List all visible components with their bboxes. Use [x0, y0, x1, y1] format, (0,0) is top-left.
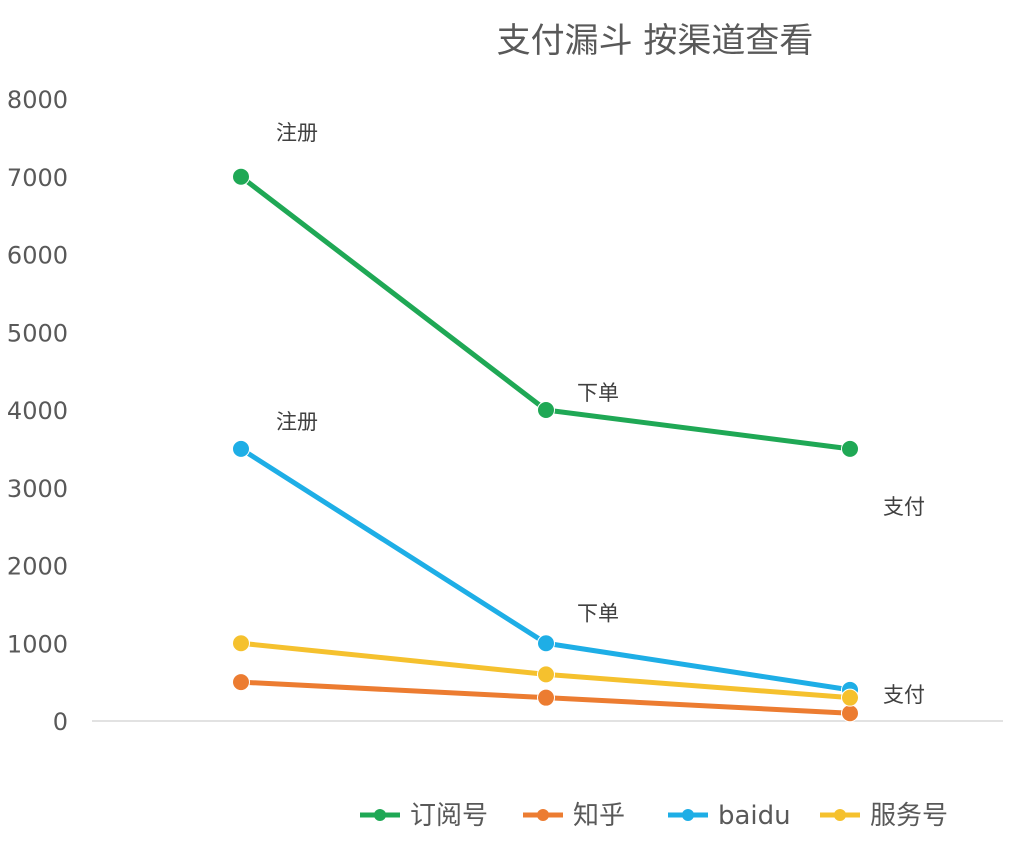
data-point [232, 673, 250, 692]
data-point [537, 634, 555, 653]
data-point [232, 167, 250, 186]
y-tick-label: 2000 [7, 553, 68, 581]
legend-label: 服务号 [870, 801, 948, 831]
data-point [537, 665, 555, 684]
legend-swatch-marker [537, 809, 549, 821]
y-tick-label: 5000 [7, 319, 68, 347]
legend: 订阅号 知乎 baidu 服务号 [360, 801, 948, 831]
y-tick-label: 0 [53, 708, 68, 736]
series-0 [232, 167, 859, 458]
data-point [841, 688, 859, 707]
legend-swatch-marker [374, 809, 386, 821]
legend-item: 服务号 [820, 801, 948, 831]
chart-title: 支付漏斗 按渠道查看 [497, 21, 814, 61]
legend-swatch-marker [834, 809, 846, 821]
data-annotation: 注册 [276, 410, 318, 434]
y-tick-label: 7000 [7, 164, 68, 192]
y-tick-label: 1000 [7, 630, 68, 658]
y-axis: 0 1000 2000 3000 4000 5000 6000 7000 8000 [7, 86, 68, 736]
data-annotation: 下单 [577, 381, 619, 405]
series-1 [232, 673, 859, 723]
series-layer [232, 167, 859, 723]
data-annotation: 支付 [883, 495, 925, 519]
data-point [537, 401, 555, 419]
data-point [841, 704, 859, 723]
data-point [232, 634, 250, 653]
data-point [537, 688, 555, 707]
series-2 [232, 439, 859, 699]
data-annotation: 下单 [577, 601, 619, 625]
y-tick-label: 4000 [7, 397, 68, 425]
legend-item: 订阅号 [360, 801, 488, 831]
data-annotation: 支付 [883, 683, 925, 707]
legend-swatch-marker [682, 809, 694, 821]
legend-label: 知乎 [573, 801, 625, 831]
legend-label: baidu [718, 801, 791, 831]
legend-item: baidu [668, 801, 791, 831]
legend-item: 知乎 [523, 801, 625, 831]
series-3 [232, 634, 859, 707]
data-point [841, 439, 859, 458]
y-tick-label: 6000 [7, 242, 68, 270]
data-point [232, 439, 250, 458]
legend-label: 订阅号 [410, 801, 488, 831]
data-annotation: 注册 [276, 121, 318, 145]
y-tick-label: 3000 [7, 475, 68, 503]
y-tick-label: 8000 [7, 86, 68, 114]
